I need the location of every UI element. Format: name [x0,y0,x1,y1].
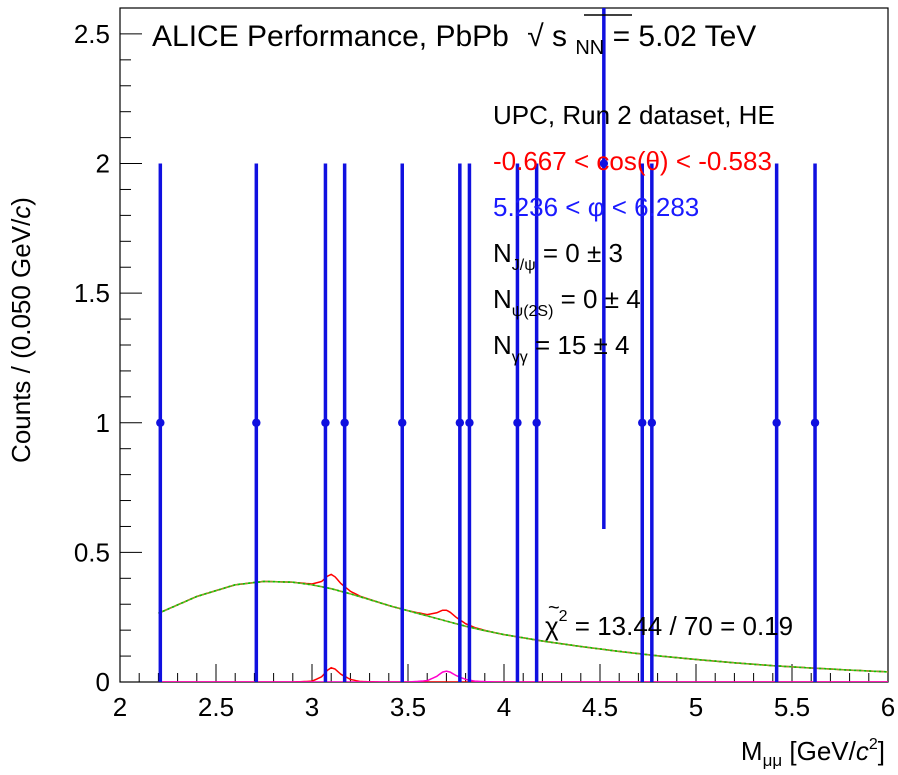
x-tick-label: 4.5 [582,692,618,722]
data-point [599,159,609,168]
njpsi-label: NJ/ψ = 0 ± 3 [493,238,623,274]
energy-sqrt-symbol: √ [527,20,544,53]
x-tick-label: 3 [305,692,319,722]
data-point [513,418,522,427]
x-tick-label: 2.5 [198,692,234,722]
x-tick-label: 2 [113,692,127,722]
energy-value: = 5.02 TeV [613,20,757,53]
data-point [398,418,407,427]
ngg-label: Nγγ = 15 ± 4 [493,330,630,366]
x-tick-label: 3.5 [390,692,426,722]
data-point [772,418,781,427]
chi2-tilde: ~ [548,597,560,619]
data-point [647,418,657,427]
y-axis-label: Counts / (0.050 GeV/c) [6,197,36,463]
x-axis-label: Mμμ [GeV/c2] [741,736,885,770]
costheta-label: -0.667 < cos(θ) < -0.583 [493,146,772,176]
y-tick-label: 1.5 [74,278,110,308]
energy-sub: NN [575,37,604,59]
axes: 2 2.5 3 3.5 4 4.5 5 5.5 6 0 0.5 1 1.5 2 2.5 [74,7,895,722]
data-point [810,418,820,427]
data-point [455,418,465,427]
y-tick-label: 2.5 [74,19,110,49]
data-point [340,418,349,427]
fit-curves [158,573,888,682]
phi-label: 5.236 < φ < 6.283 [493,192,699,222]
y-tick-label: 1 [96,408,110,438]
npsi2s-label: Nψ(2S) = 0 ± 4 [493,284,641,320]
data-point [465,418,474,427]
data-point [321,418,330,427]
chi2-label: χ2 = 13.44 / 70 = 0.19 [545,608,793,641]
data-points [156,8,820,682]
data-point [252,418,261,427]
data-point [156,418,165,427]
energy-var: s [552,20,567,53]
x-tick-label: 4 [497,692,511,722]
data-point [638,418,647,427]
chart-title: ALICE Performance, PbPb √ s NN = 5.02 Te… [152,20,756,61]
y-tick-label: 0 [96,667,110,697]
y-tick-label: 2 [96,149,110,179]
total-curve [158,580,888,673]
dataset-label: UPC, Run 2 dataset, HE [493,100,775,130]
x-tick-label: 6 [881,692,895,722]
x-tick-label: 5.5 [774,692,810,722]
x-tick-label: 5 [689,692,703,722]
y-tick-label: 0.5 [74,537,110,567]
data-point [532,418,541,427]
